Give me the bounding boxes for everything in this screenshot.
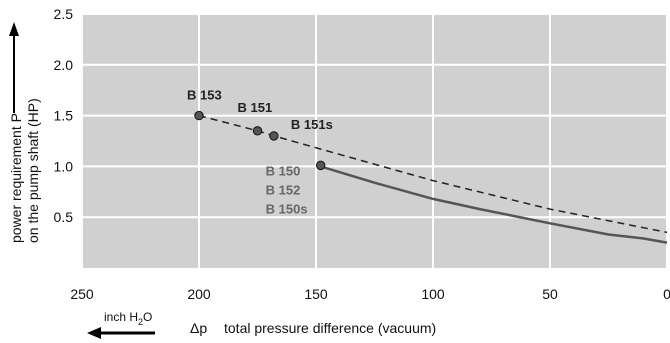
annotation-label: B 151	[238, 100, 273, 115]
y-axis-arrow-head	[9, 22, 19, 36]
y-axis-title-line1: power requirement P	[8, 113, 24, 243]
annotation-label: B 150	[266, 163, 301, 178]
y-axis-title-line2: on the pump shaft (HP)	[25, 98, 41, 243]
annotation-label: B 153	[187, 88, 222, 103]
x-axis-title-text: total pressure difference (vacuum)	[224, 320, 436, 336]
grid-lines	[81, 13, 668, 268]
x-tick-label: 100	[421, 286, 445, 302]
x-tick-label: 250	[70, 286, 94, 302]
x-tick-label: 0	[663, 286, 670, 302]
y-tick-label: 2.0	[54, 57, 74, 73]
data-point	[252, 126, 263, 136]
annotation-label: B 151s	[291, 117, 333, 132]
data-point	[269, 131, 279, 141]
x-tick-label: 150	[304, 286, 328, 302]
x-tick-label: 50	[542, 286, 558, 302]
annotation-labels: B 153 B 151 B 151s B 150 B 152 B 150s	[187, 88, 333, 217]
y-tick-labels: 2.5 2.0 1.5 1.0 0.5	[54, 6, 74, 225]
x-tick-labels: 250 200 150 100 50 0	[70, 286, 670, 302]
y-axis-title: power requirement P on the pump shaft (H…	[8, 22, 41, 243]
series-line-solid	[320, 165, 668, 244]
y-tick-label: 1.0	[54, 158, 74, 174]
plot-area	[82, 14, 667, 268]
y-tick-label: 2.5	[54, 6, 74, 22]
annotation-label: B 150s	[266, 201, 308, 216]
annotation-label: B 152	[266, 182, 301, 197]
x-axis-arrow-head	[87, 327, 101, 339]
data-point	[315, 160, 326, 171]
y-tick-label: 0.5	[54, 209, 74, 225]
data-points	[194, 110, 326, 171]
y-tick-label: 1.5	[54, 108, 74, 124]
x-axis-unit: inch H2O	[104, 310, 152, 327]
data-point	[194, 110, 204, 121]
x-axis-symbol: Δp	[190, 320, 207, 336]
x-axis-title: inch H2O Δp total pressure difference (v…	[87, 310, 436, 339]
x-tick-label: 200	[187, 286, 211, 302]
